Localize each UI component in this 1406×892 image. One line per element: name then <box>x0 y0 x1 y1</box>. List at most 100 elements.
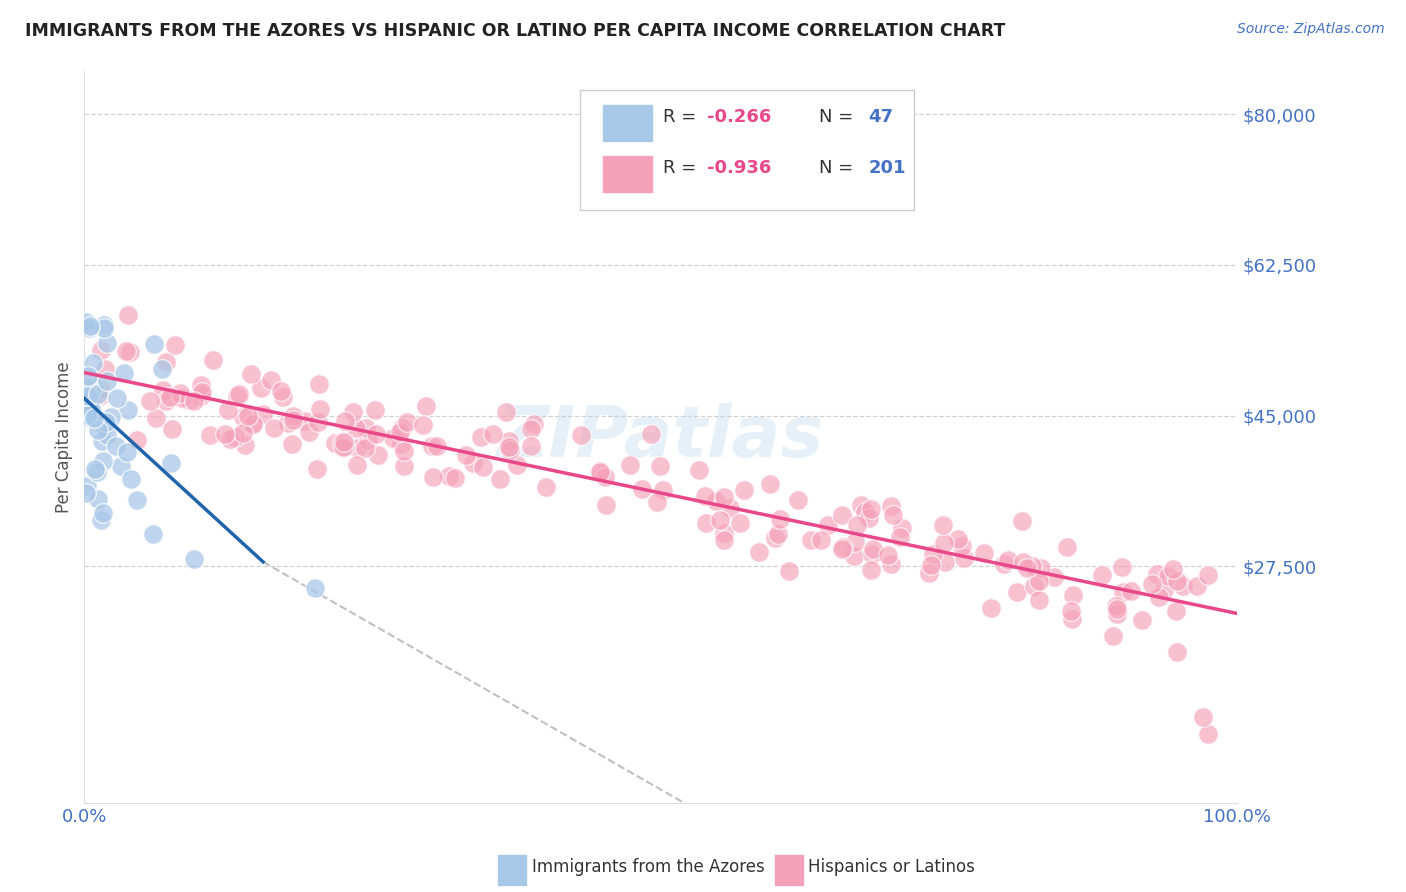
Point <box>76 478 98 492</box>
Point <box>226 389 249 403</box>
Point <box>758 477 780 491</box>
FancyBboxPatch shape <box>773 854 804 886</box>
Text: -0.936: -0.936 <box>707 159 772 178</box>
Point <box>1197 567 1219 582</box>
Point <box>422 470 444 484</box>
Point <box>862 541 884 556</box>
Point <box>232 409 254 424</box>
Point <box>277 417 299 431</box>
Point <box>392 443 415 458</box>
Point <box>281 413 304 427</box>
Point <box>520 421 543 435</box>
Point <box>1028 593 1050 607</box>
Point <box>704 493 727 508</box>
Point <box>645 494 668 508</box>
Point <box>100 409 122 424</box>
Point <box>169 386 191 401</box>
Point <box>1017 561 1039 575</box>
Point <box>1105 607 1128 622</box>
Point <box>640 427 662 442</box>
Point <box>1104 599 1126 614</box>
Point <box>766 527 789 541</box>
Point <box>112 366 135 380</box>
Point <box>534 480 557 494</box>
Point <box>120 472 142 486</box>
Point <box>389 425 412 439</box>
Point <box>191 385 214 400</box>
Point <box>934 536 956 550</box>
Text: Source: ZipAtlas.com: Source: ZipAtlas.com <box>1237 22 1385 37</box>
Point <box>1198 727 1220 741</box>
Point <box>571 428 593 442</box>
Point <box>127 434 149 448</box>
FancyBboxPatch shape <box>581 90 914 211</box>
Point <box>426 439 449 453</box>
Point <box>118 344 141 359</box>
Point <box>344 420 367 434</box>
Point <box>853 505 876 519</box>
Point <box>117 402 139 417</box>
Point <box>810 533 832 547</box>
Point <box>354 441 377 455</box>
Point <box>155 394 177 409</box>
Point <box>354 421 377 435</box>
Point <box>1011 514 1033 528</box>
Point <box>190 388 212 402</box>
Point <box>709 513 731 527</box>
Point <box>844 535 866 549</box>
Point <box>1166 574 1188 588</box>
Point <box>96 335 118 350</box>
Point <box>270 384 292 398</box>
Point <box>523 417 546 431</box>
Point <box>367 448 389 462</box>
Point <box>851 498 873 512</box>
Point <box>472 459 495 474</box>
Point <box>1111 585 1133 599</box>
Point <box>395 415 418 429</box>
Point <box>1022 579 1045 593</box>
Point <box>125 492 148 507</box>
Point <box>1102 629 1125 643</box>
Point <box>394 458 416 473</box>
Point <box>589 465 612 479</box>
Point <box>105 392 128 406</box>
Point <box>693 489 716 503</box>
Point <box>619 458 641 472</box>
Point <box>1091 568 1114 582</box>
Point <box>733 483 755 498</box>
Point <box>499 442 522 457</box>
Point <box>787 492 810 507</box>
FancyBboxPatch shape <box>602 155 652 193</box>
Point <box>948 533 970 547</box>
Point <box>239 368 262 382</box>
Point <box>80 405 103 419</box>
Point <box>198 427 221 442</box>
Point <box>980 601 1002 615</box>
Point <box>1191 710 1213 724</box>
Point <box>87 423 110 437</box>
Text: 201: 201 <box>869 159 905 178</box>
Point <box>159 390 181 404</box>
Y-axis label: Per Capita Income: Per Capita Income <box>55 361 73 513</box>
Point <box>882 508 904 523</box>
Point <box>152 383 174 397</box>
Point <box>889 530 911 544</box>
Point <box>918 566 941 580</box>
Point <box>87 386 110 401</box>
Point <box>858 510 880 524</box>
Point <box>800 533 823 547</box>
Point <box>950 539 973 553</box>
Point <box>308 377 330 392</box>
Point <box>77 321 100 335</box>
Point <box>595 498 617 512</box>
Point <box>155 355 177 369</box>
Point <box>1146 567 1168 582</box>
Point <box>346 458 368 473</box>
Point <box>769 511 792 525</box>
Point <box>82 356 104 370</box>
Point <box>90 434 112 448</box>
Point <box>90 387 112 401</box>
FancyBboxPatch shape <box>498 854 527 886</box>
Point <box>87 491 110 506</box>
Point <box>381 431 404 445</box>
